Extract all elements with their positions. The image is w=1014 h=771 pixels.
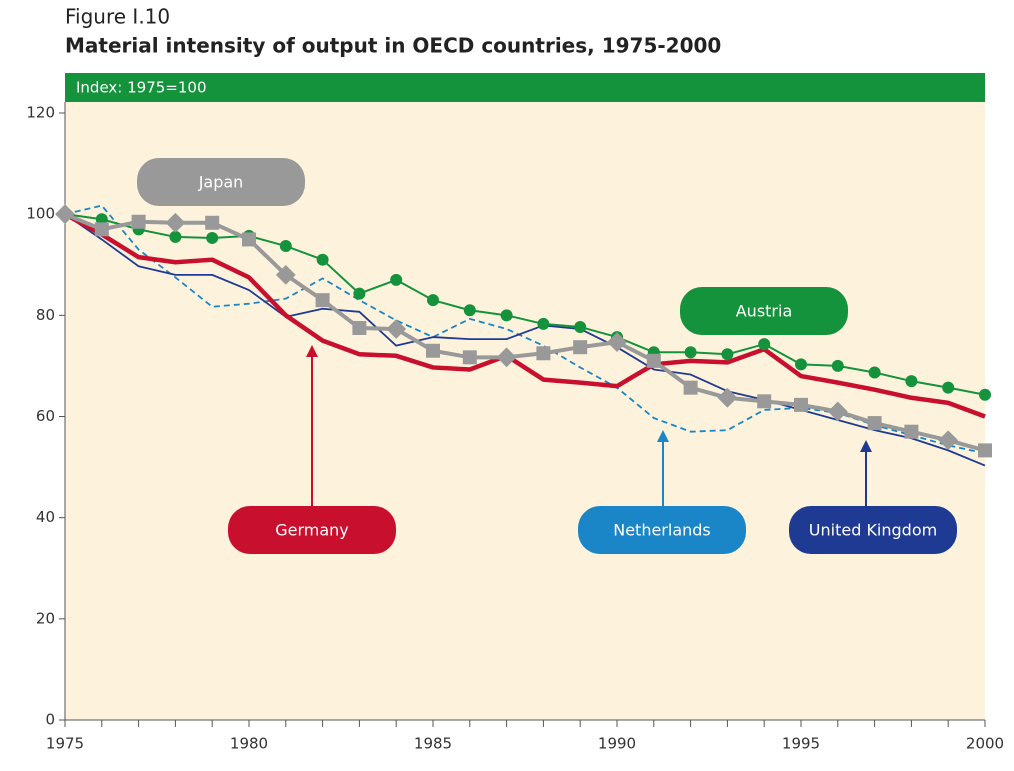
x-tick-label: 1980	[230, 735, 268, 753]
legend-box	[680, 287, 848, 335]
point	[942, 381, 955, 394]
x-tick-label: 1975	[46, 735, 84, 753]
y-tick-label: 60	[36, 407, 55, 425]
point	[684, 346, 697, 359]
point	[386, 319, 407, 339]
point	[279, 240, 292, 253]
point	[537, 317, 550, 330]
point	[979, 388, 991, 401]
point	[315, 293, 330, 308]
point	[795, 358, 807, 371]
legend-label: United Kingdom	[809, 521, 937, 540]
point	[978, 443, 992, 458]
point	[426, 343, 440, 358]
arrow-head	[860, 440, 872, 452]
subtitle: Index: 1975=100	[76, 79, 207, 97]
figure-label: Figure I.10	[65, 5, 170, 29]
x-tick-label: 2000	[966, 735, 1004, 753]
point	[242, 232, 256, 247]
series-line	[64, 213, 986, 396]
point	[463, 304, 476, 317]
x-tick-label: 1985	[414, 735, 452, 753]
legend-label: Austria	[736, 302, 793, 321]
point	[904, 424, 919, 439]
header-band	[65, 73, 985, 102]
arrow-head	[657, 430, 669, 442]
x-tick-label: 1995	[782, 735, 820, 753]
legend-box	[789, 506, 957, 554]
point	[758, 338, 771, 351]
point	[573, 340, 588, 355]
point	[94, 222, 109, 237]
point	[462, 350, 477, 365]
point	[206, 231, 219, 244]
point	[390, 273, 403, 286]
legend-label: Netherlands	[613, 521, 711, 540]
point	[536, 346, 551, 361]
legend-box	[578, 506, 746, 554]
point	[794, 397, 808, 412]
series-line	[63, 212, 986, 419]
point	[683, 380, 698, 395]
point	[574, 320, 587, 333]
point	[905, 375, 918, 388]
point	[831, 359, 844, 372]
point	[500, 309, 513, 322]
y-tick-label: 100	[26, 205, 55, 223]
point	[938, 430, 959, 451]
point	[275, 264, 296, 285]
point	[95, 213, 108, 226]
x-tick-label: 1990	[598, 735, 636, 753]
point	[827, 401, 848, 422]
point	[165, 212, 186, 233]
y-tick-label: 20	[36, 609, 55, 627]
series-line	[64, 213, 986, 467]
point	[205, 215, 220, 230]
series-line	[64, 204, 986, 455]
legend-box	[228, 506, 396, 554]
point	[867, 416, 882, 431]
legend-box	[137, 158, 305, 206]
point	[353, 287, 366, 300]
legend-label: Germany	[275, 521, 349, 540]
point	[646, 353, 661, 368]
point	[721, 348, 734, 361]
arrow-head	[306, 345, 318, 357]
point	[757, 394, 772, 409]
y-tick-label: 120	[26, 104, 55, 122]
point	[169, 230, 182, 243]
y-tick-label: 40	[36, 508, 55, 526]
point	[131, 214, 146, 229]
point	[717, 387, 738, 408]
point	[316, 253, 329, 266]
y-tick-label: 80	[36, 306, 55, 324]
y-tick-label: 0	[45, 711, 55, 729]
point	[868, 366, 881, 379]
point	[427, 294, 439, 307]
point	[352, 320, 367, 335]
chart-title: Material intensity of output in OECD cou…	[65, 34, 721, 58]
legend-label: Japan	[198, 173, 244, 192]
point	[496, 347, 517, 368]
point	[607, 332, 627, 353]
